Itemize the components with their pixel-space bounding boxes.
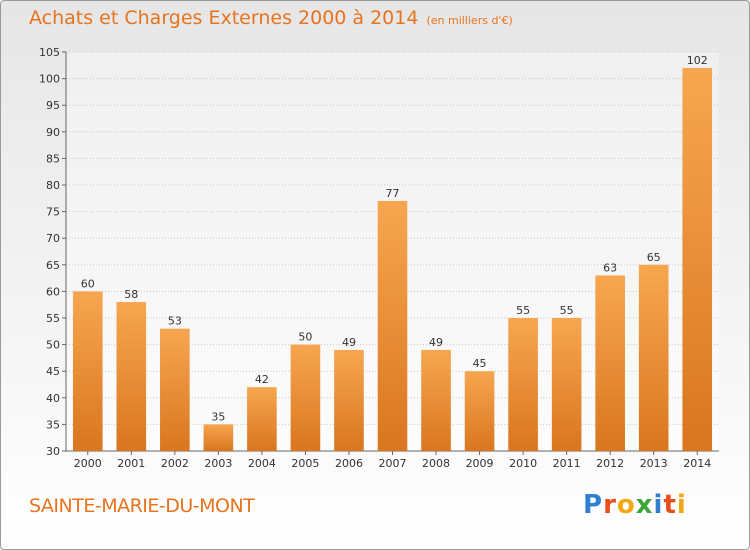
- bar-value-label: 49: [342, 336, 356, 349]
- bar-value-label: 35: [211, 410, 225, 423]
- x-tick-label: 2009: [466, 457, 494, 470]
- logo-letter: i: [676, 490, 687, 520]
- y-tick-label: 65: [46, 259, 60, 272]
- bar-value-label: 42: [255, 373, 269, 386]
- bar: [116, 302, 147, 451]
- logo-letter: x: [635, 490, 654, 520]
- bar: [377, 200, 408, 451]
- bar-value-label: 55: [516, 304, 530, 317]
- bar-value-label: 102: [687, 54, 708, 67]
- bar: [595, 275, 625, 451]
- y-tick-label: 80: [46, 179, 60, 192]
- y-tick-label: 75: [46, 206, 60, 219]
- x-tick-label: 2010: [509, 457, 537, 470]
- bar-value-label: 53: [168, 315, 182, 328]
- bar: [203, 424, 234, 451]
- bar-value-label: 65: [647, 251, 661, 264]
- bar-value-label: 60: [81, 277, 95, 290]
- y-tick-label: 90: [46, 126, 60, 139]
- bar-value-label: 58: [124, 288, 138, 301]
- proxiti-logo: Proxiti: [583, 490, 687, 520]
- logo-letter: r: [603, 490, 617, 520]
- y-tick-label: 30: [46, 445, 60, 458]
- bar-value-label: 50: [298, 331, 312, 344]
- y-tick-label: 95: [46, 99, 60, 112]
- bar: [638, 264, 669, 451]
- bar-value-label: 77: [386, 187, 400, 200]
- bar: [160, 328, 190, 451]
- logo-letter: o: [616, 490, 636, 520]
- y-tick-label: 105: [39, 46, 60, 59]
- y-tick-label: 60: [46, 285, 60, 298]
- bar: [247, 387, 277, 451]
- x-tick-label: 2008: [422, 457, 450, 470]
- bar: [508, 318, 538, 451]
- x-tick-label: 2000: [74, 457, 102, 470]
- x-tick-label: 2007: [379, 457, 407, 470]
- x-tick-label: 2003: [204, 457, 232, 470]
- y-tick-label: 40: [46, 392, 60, 405]
- x-tick-label: 2001: [117, 457, 145, 470]
- bar-value-label: 63: [603, 261, 617, 274]
- x-tick-label: 2012: [596, 457, 624, 470]
- x-tick-label: 2014: [683, 457, 711, 470]
- bar-value-label: 49: [429, 336, 443, 349]
- chart-title: Achats et Charges Externes 2000 à 2014: [29, 7, 419, 29]
- commune-name: SAINTE-MARIE-DU-MONT: [29, 495, 255, 517]
- bar-value-label: 45: [473, 357, 487, 370]
- bar: [551, 318, 582, 451]
- bar: [464, 371, 495, 451]
- y-tick-label: 35: [46, 418, 60, 431]
- title-row: Achats et Charges Externes 2000 à 2014 (e…: [29, 7, 513, 29]
- y-tick-label: 85: [46, 152, 60, 165]
- y-tick-label: 70: [46, 232, 60, 245]
- x-tick-label: 2005: [291, 457, 319, 470]
- bar: [334, 349, 364, 451]
- bar: [72, 291, 103, 451]
- x-tick-label: 2013: [640, 457, 668, 470]
- y-tick-label: 50: [46, 339, 60, 352]
- x-tick-label: 2004: [248, 457, 276, 470]
- bar-value-label: 55: [560, 304, 574, 317]
- y-tick-label: 55: [46, 312, 60, 325]
- x-tick-label: 2002: [161, 457, 189, 470]
- logo-letter: i: [653, 490, 664, 520]
- chart-subtitle: (en milliers d'€): [426, 14, 513, 27]
- bar: [290, 344, 321, 451]
- bar: [682, 67, 713, 452]
- y-tick-label: 100: [39, 73, 60, 86]
- x-tick-label: 2006: [335, 457, 363, 470]
- x-tick-label: 2011: [553, 457, 581, 470]
- y-tick-label: 45: [46, 365, 60, 378]
- bar: [421, 349, 451, 451]
- logo-letter: P: [583, 490, 604, 520]
- logo-letter: t: [663, 490, 677, 520]
